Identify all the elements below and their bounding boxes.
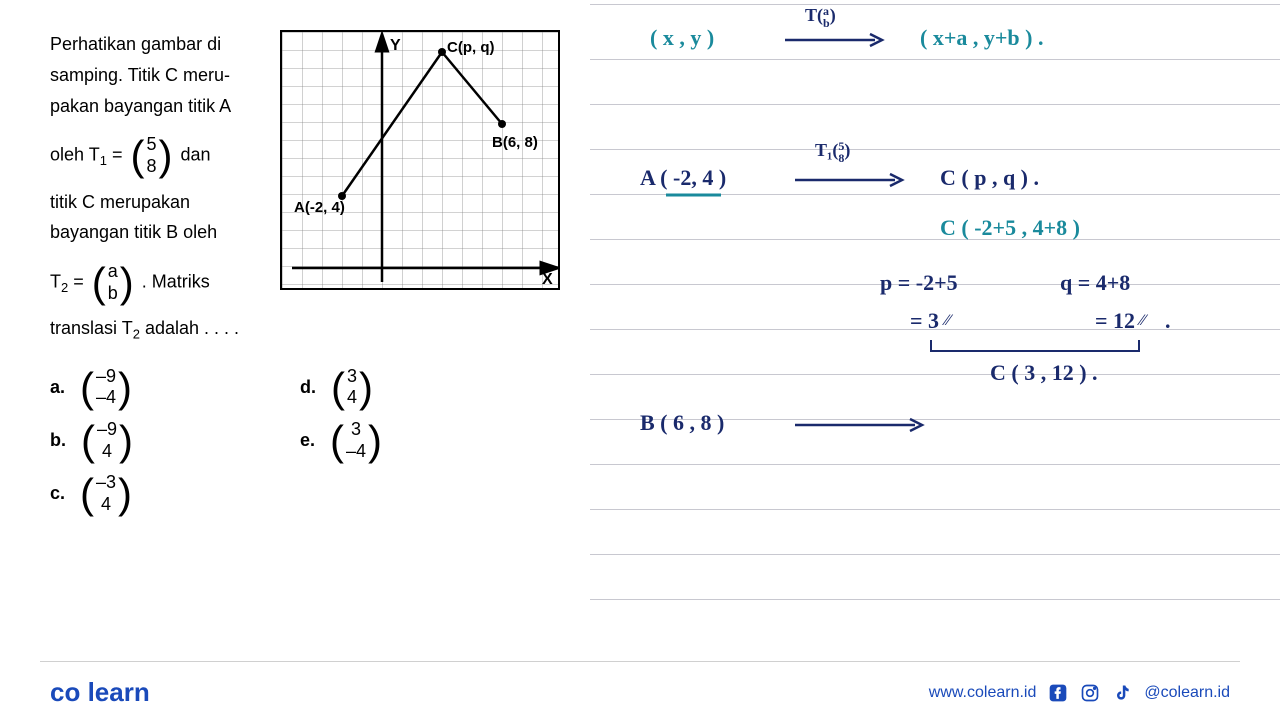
t1-line: oleh T1 = ( 58 ) dan	[50, 134, 260, 177]
logo: co learn	[50, 677, 150, 708]
footer-handle: @colearn.id	[1144, 684, 1230, 702]
mid-line-2: bayangan titik B oleh	[50, 218, 260, 247]
footer: co learn www.colearn.id @colearn.id	[0, 665, 1280, 720]
final-line: translasi T2 adalah . . . .	[50, 314, 260, 345]
question-text: Perhatikan gambar di samping. Titik C me…	[50, 30, 260, 346]
hw-pq-result: C ( 3 , 12 ) .	[990, 360, 1098, 386]
underline-a	[666, 192, 736, 202]
hw-step1-right: C ( p , q ) .	[940, 165, 1039, 191]
hw-rule-left: ( x , y )	[650, 25, 714, 51]
mid-line-1: titik C merupakan	[50, 188, 260, 217]
hw-p-eq2: = 3	[910, 308, 939, 334]
hw-rule-right: ( x+a , y+b ) .	[920, 25, 1043, 51]
t2-matrix: ( ab )	[92, 261, 134, 304]
instagram-icon	[1080, 683, 1100, 703]
coordinate-graph: Y X A(-2, 4) B(6, 8) C(p, q)	[280, 30, 560, 290]
underbracket	[930, 340, 1140, 352]
hw-step1-result: C ( -2+5 , 4+8 )	[940, 215, 1080, 241]
option-c: c. (–34)	[50, 472, 260, 515]
t2-line: T2 = ( ab ) . Matriks	[50, 261, 260, 304]
y-axis-label: Y	[390, 37, 401, 54]
point-b-label: B(6, 8)	[492, 134, 538, 151]
hw-q-eq2: = 12	[1095, 308, 1135, 334]
hw-step2-left: B ( 6 , 8 )	[640, 410, 724, 436]
hw-q-eq1: q = 4+8	[1060, 270, 1130, 296]
hw-dot: .	[1165, 308, 1171, 334]
option-a: a. (–9–4)	[50, 366, 260, 409]
tiktok-icon	[1112, 683, 1132, 703]
footer-right: www.colearn.id @colearn.id	[929, 683, 1230, 703]
footer-url: www.colearn.id	[929, 684, 1037, 702]
hw-p-eq1: p = -2+5	[880, 270, 958, 296]
footer-divider	[40, 661, 1240, 662]
hw-step1-arrow-label: T₁(58)	[815, 140, 850, 164]
hw-rule-arrow-label: T(ab)	[805, 5, 836, 29]
handwriting-panel: ( x , y ) T(ab) ( x+a , y+b ) . A ( -2, …	[590, 0, 1280, 640]
x-axis-label: X	[542, 271, 553, 288]
point-a-label: A(-2, 4)	[294, 199, 345, 216]
option-e: e. (3–4)	[300, 419, 510, 462]
hw-step1-left: A ( -2, 4 )	[640, 165, 726, 191]
hw-tick-q: ⁄⁄	[1140, 312, 1145, 330]
arrow-2	[790, 170, 910, 190]
answer-options: a. (–9–4) d. (34) b. (–94) e. (3–4) c. (…	[50, 366, 570, 516]
question-panel: Perhatikan gambar di samping. Titik C me…	[0, 0, 590, 640]
t1-matrix: ( 58 )	[130, 134, 172, 177]
facebook-icon	[1048, 683, 1068, 703]
q-line-1: Perhatikan gambar di	[50, 30, 260, 59]
q-line-3: pakan bayangan titik A	[50, 92, 260, 121]
q-line-2: samping. Titik C meru-	[50, 61, 260, 90]
arrow-1	[780, 30, 890, 50]
hw-tick-p: ⁄⁄	[945, 312, 950, 330]
option-b: b. (–94)	[50, 419, 260, 462]
arrow-3	[790, 415, 930, 435]
point-c-label: C(p, q)	[447, 39, 494, 56]
graph-svg: Y X A(-2, 4) B(6, 8) C(p, q)	[282, 32, 558, 288]
option-d: d. (34)	[300, 366, 510, 409]
